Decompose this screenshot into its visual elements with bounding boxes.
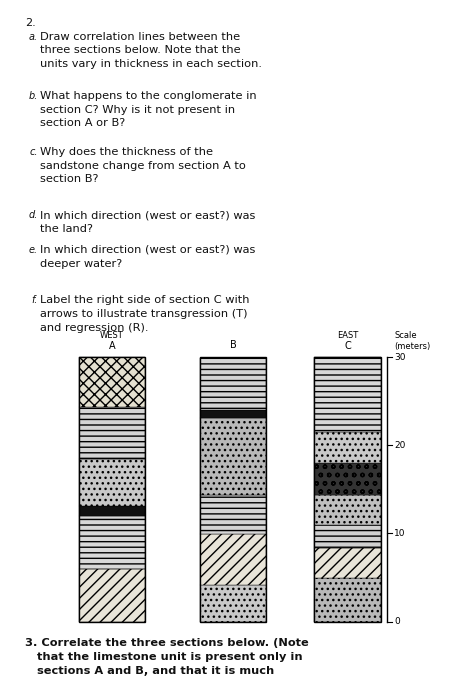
- Bar: [79, 568, 145, 622]
- Bar: [200, 357, 266, 622]
- Bar: [200, 495, 266, 534]
- Text: Draw correlation lines between the
three sections below. Note that the
units var: Draw correlation lines between the three…: [40, 32, 262, 69]
- Bar: [200, 534, 266, 584]
- Bar: [200, 418, 266, 495]
- Bar: [314, 433, 381, 463]
- Bar: [79, 407, 145, 459]
- Bar: [79, 516, 145, 568]
- Bar: [79, 357, 145, 407]
- Text: What happens to the conglomerate in
section C? Why is it not present in
section : What happens to the conglomerate in sect…: [40, 91, 257, 128]
- Text: (meters): (meters): [394, 342, 431, 351]
- Text: 0: 0: [394, 617, 400, 626]
- Bar: [314, 495, 381, 525]
- Bar: [79, 507, 145, 516]
- Text: C: C: [344, 342, 351, 351]
- Bar: [314, 578, 381, 622]
- Bar: [314, 525, 381, 547]
- Text: WEST: WEST: [100, 330, 123, 340]
- Bar: [314, 463, 381, 495]
- Text: d.: d.: [29, 210, 38, 220]
- Bar: [200, 358, 266, 410]
- Bar: [314, 357, 381, 433]
- Text: 3. Correlate the three sections below. (Note
   that the limestone unit is prese: 3. Correlate the three sections below. (…: [25, 638, 308, 675]
- Text: f.: f.: [32, 295, 38, 305]
- Text: e.: e.: [29, 245, 38, 255]
- Text: In which direction (west or east?) was
the land?: In which direction (west or east?) was t…: [40, 210, 256, 234]
- Text: c.: c.: [30, 147, 38, 157]
- Bar: [200, 584, 266, 622]
- Text: Why does the thickness of the
sandstone change from section A to
section B?: Why does the thickness of the sandstone …: [40, 147, 247, 184]
- Text: In which direction (west or east?) was
deeper water?: In which direction (west or east?) was d…: [40, 245, 256, 269]
- Text: 30: 30: [394, 353, 406, 361]
- Bar: [79, 459, 145, 507]
- Text: b.: b.: [29, 91, 38, 101]
- Bar: [79, 357, 145, 622]
- Text: 20: 20: [394, 441, 405, 449]
- Text: Scale: Scale: [394, 330, 417, 340]
- Text: A: A: [109, 342, 115, 351]
- Text: Label the right side of section C with
arrows to illustrate transgression (T)
an: Label the right side of section C with a…: [40, 295, 250, 332]
- Text: B: B: [229, 340, 237, 350]
- Bar: [200, 410, 266, 418]
- Text: 2.: 2.: [25, 18, 35, 27]
- Text: EAST: EAST: [337, 330, 358, 340]
- Bar: [314, 547, 381, 578]
- Text: 10: 10: [394, 529, 406, 538]
- Bar: [314, 357, 381, 622]
- Text: a.: a.: [29, 32, 38, 41]
